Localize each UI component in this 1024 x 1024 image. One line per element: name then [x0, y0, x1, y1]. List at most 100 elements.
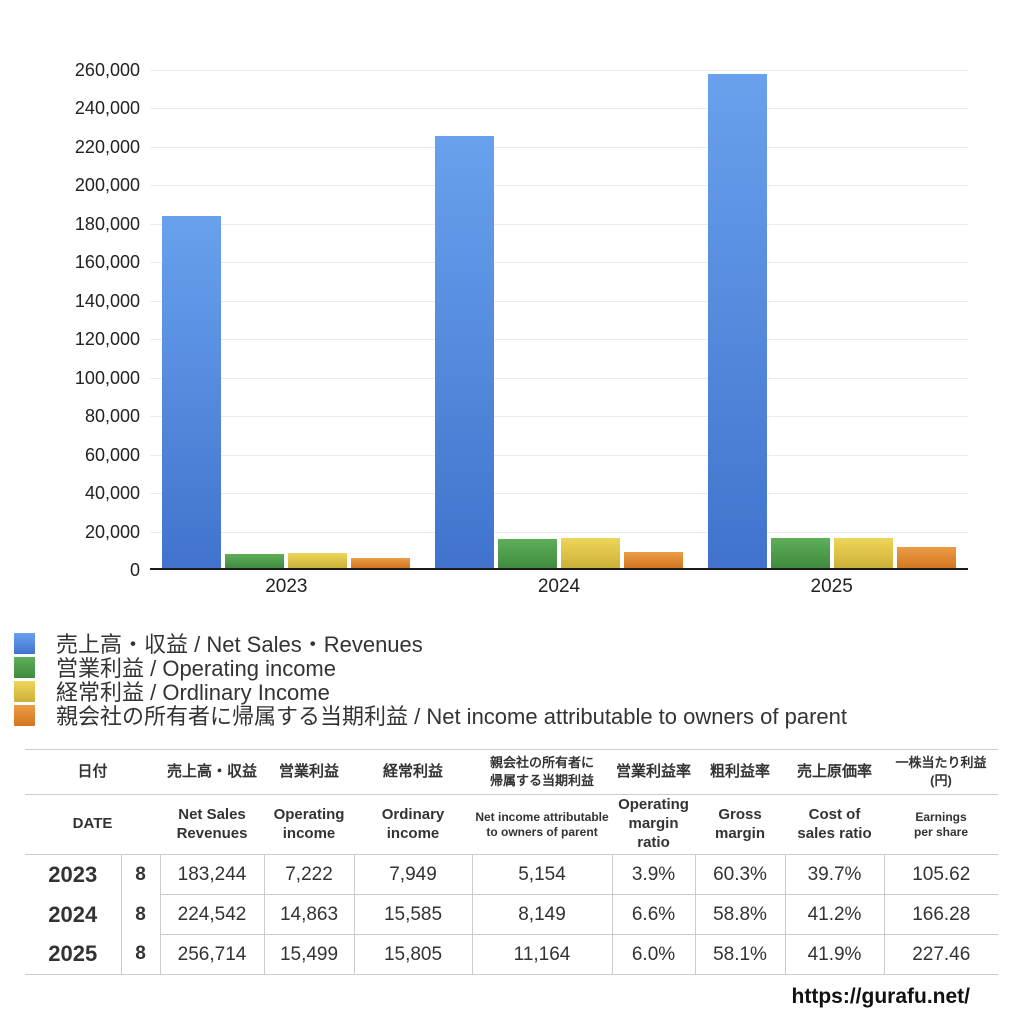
legend-item-net-sales: 売上高・収益 / Net Sales・Revenues — [14, 631, 847, 657]
legend-swatch-icon-operating-income — [14, 656, 35, 678]
table-cell-month: 8 — [120, 894, 161, 935]
legend-label: 親会社の所有者に帰属する当期利益 / Net income attributab… — [56, 704, 848, 729]
gridline — [150, 531, 968, 533]
x-axis-category-label: 2025 — [810, 576, 853, 597]
table-header-cell: 経常利益 — [354, 749, 473, 795]
table-cell: 8,149 — [471, 894, 613, 935]
table-cell-year: 2025 — [25, 934, 121, 975]
gridline — [150, 377, 968, 379]
legend-label: 営業利益 / Operating income — [56, 656, 336, 681]
table-cell: 11,164 — [471, 934, 613, 975]
table-cell: 256,714 — [159, 934, 265, 975]
table-header-cell: 営業利益 — [264, 749, 355, 795]
table-header-cell: Operating margin ratio — [612, 794, 696, 855]
table-row-2025: 2025 8 256,714 15,499 15,805 11,164 6.0% 58.1% 4… — [25, 934, 999, 975]
bar-operating-income-2025 — [770, 538, 830, 568]
legend-item-operating-income: 営業利益 / Operating income — [14, 655, 847, 681]
legend-label: 売上高・収益 / Net Sales・Revenues — [56, 632, 423, 657]
y-axis-tick-label: 20,000 — [84, 521, 140, 542]
gridline — [150, 185, 968, 187]
table-cell: 58.1% — [694, 934, 786, 975]
y-axis-tick-label: 160,000 — [74, 252, 140, 273]
bar-net-income-2025 — [896, 546, 956, 568]
table-header-cell: 日付 — [25, 749, 161, 795]
legend-label: 経常利益 / Ordlinary Income — [56, 680, 330, 705]
bar-net-income-2024 — [623, 552, 683, 568]
table-cell: 7,949 — [353, 854, 473, 895]
table-cell: 14,863 — [263, 894, 355, 935]
y-axis-tick-label: 120,000 — [74, 329, 140, 350]
bar-ordinary-income-2024 — [560, 538, 620, 568]
table-cell: 166.28 — [883, 894, 999, 935]
table-header-cell: 売上原価率 — [785, 749, 885, 795]
y-axis-tick-label: 80,000 — [84, 406, 140, 427]
table-cell: 6.6% — [611, 894, 696, 935]
table-header-cell: 粗利益率 — [695, 749, 786, 795]
table-header-cell: Net Sales Revenues — [160, 794, 265, 855]
bar-net-income-2023 — [351, 558, 411, 568]
bar-net-sales-2025 — [707, 74, 767, 568]
table-cell: 41.2% — [784, 894, 885, 935]
gridline — [150, 146, 968, 148]
gridline — [150, 108, 968, 110]
bar-group-2023 — [150, 70, 423, 568]
x-axis-category-label: 2023 — [265, 576, 308, 597]
table-cell: 227.46 — [883, 934, 999, 975]
y-axis-tick-label: 140,000 — [74, 290, 140, 311]
table-header-cell: DATE — [25, 794, 161, 855]
table-header-cell: Gross margin — [695, 794, 786, 855]
table-header-cell: Net income attributable to owners of par… — [472, 794, 613, 855]
table-row-2023: 2023 8 183,244 7,222 7,949 5,154 3.9% 60.3% 39.7… — [25, 854, 999, 895]
table-cell: 15,805 — [353, 934, 473, 975]
bar-ordinary-income-2025 — [833, 537, 893, 568]
gridline — [150, 262, 968, 264]
table-cell-month: 8 — [120, 854, 161, 895]
y-axis-tick-label: 0 — [129, 560, 140, 580]
table-cell: 15,499 — [263, 934, 355, 975]
legend-swatch-icon-net-sales — [14, 632, 35, 654]
bar-ordinary-income-2023 — [288, 552, 348, 568]
table-header-cell: 営業利益率 — [612, 749, 696, 795]
table-header-cell: Ordinary income — [354, 794, 473, 855]
x-axis-category-label: 2024 — [537, 576, 581, 597]
table-cell: 224,542 — [159, 894, 265, 935]
table-cell: 60.3% — [694, 854, 786, 895]
table-header-cell: Operating income — [264, 794, 355, 855]
table-row-2024: 2024 8 224,542 14,863 15,585 8,149 6.6% 58.8% 41… — [25, 894, 999, 935]
table-cell: 15,585 — [353, 894, 473, 935]
table-header-cell: 親会社の所有者に 帰属する当期利益 — [472, 749, 613, 795]
table-header-row-jp-row: 日付 売上高・収益 営業利益 経常利益 親会社の所有者に 帰属する当期利益 営業利益率 粗利… — [25, 749, 999, 795]
financial-table: 日付 売上高・収益 営業利益 経常利益 親会社の所有者に 帰属する当期利益 営業利益率 粗利… — [25, 749, 999, 975]
y-axis-tick-label: 260,000 — [74, 60, 140, 80]
y-axis-tick-label: 220,000 — [74, 136, 140, 157]
table-cell: 6.0% — [611, 934, 696, 975]
gridline — [150, 223, 968, 225]
legend-swatch-icon-ordinary-income — [14, 680, 35, 702]
y-axis-tick-label: 240,000 — [74, 98, 140, 119]
plot-area — [150, 70, 968, 570]
table-header-row-en-row: DATE Net Sales Revenues Operating income Or… — [25, 794, 999, 855]
bar-net-sales-2024 — [434, 136, 494, 568]
table-cell-month: 8 — [120, 934, 161, 975]
bar-group-2024 — [423, 70, 696, 568]
y-axis-tick-label: 100,000 — [74, 367, 140, 388]
gridline — [150, 300, 968, 302]
y-axis-tick-label: 200,000 — [74, 175, 140, 196]
table-cell: 41.9% — [784, 934, 885, 975]
gridline — [150, 416, 968, 418]
legend-swatch-icon-net-income — [14, 704, 35, 726]
table-header-cell: 一株当たり利益 (円) — [884, 749, 999, 795]
table-cell: 3.9% — [611, 854, 696, 895]
table-cell: 183,244 — [159, 854, 265, 895]
bar-group-2025 — [695, 70, 968, 568]
table-cell-year: 2023 — [48, 861, 98, 887]
legend-item-net-income: 親会社の所有者に帰属する当期利益 / Net income attributab… — [14, 703, 847, 729]
y-axis-tick-label: 180,000 — [74, 213, 140, 234]
legend-item-ordinary-income: 経常利益 / Ordlinary Income — [14, 679, 847, 705]
table-header-cell: Cost of sales ratio — [785, 794, 885, 855]
gridline — [150, 493, 968, 495]
table-cell: 39.7% — [784, 854, 885, 895]
gridline — [150, 70, 968, 71]
gridline — [150, 454, 968, 456]
